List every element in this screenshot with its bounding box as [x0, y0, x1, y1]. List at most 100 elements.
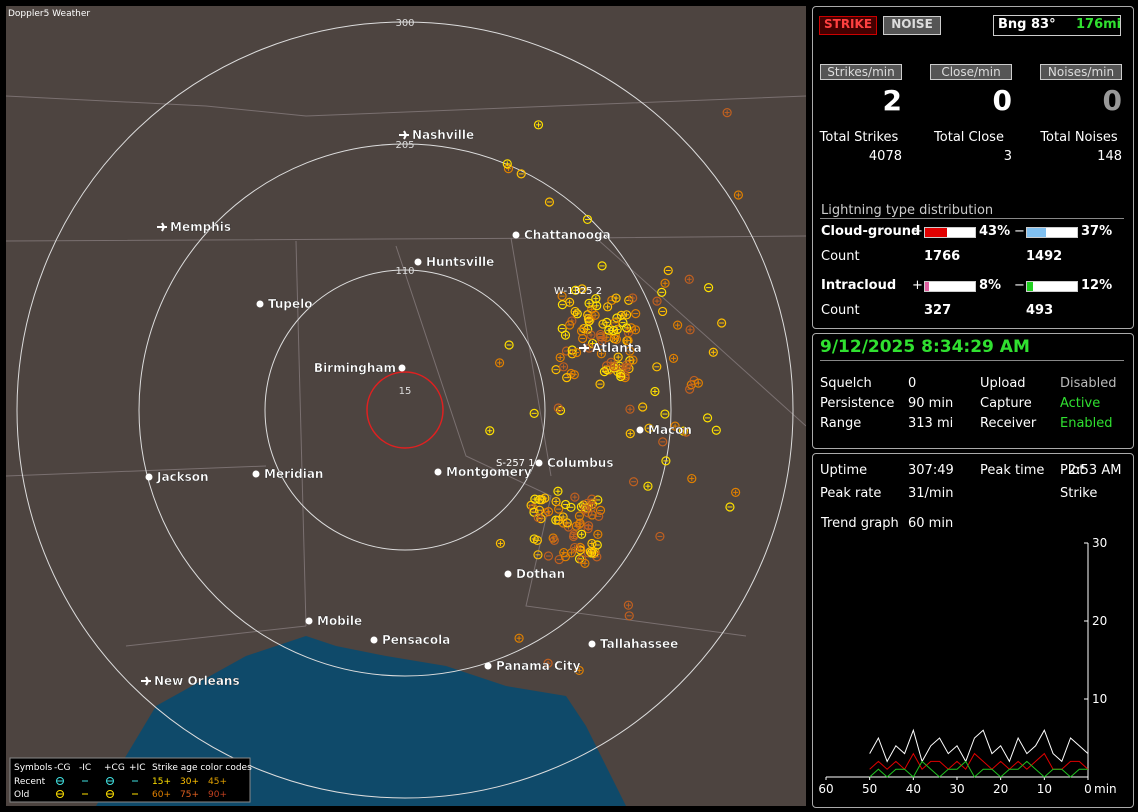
- percent-track: [924, 227, 976, 238]
- strike-symbol: [570, 285, 581, 295]
- strike-symbol: [533, 512, 543, 523]
- ring-label: 205: [395, 140, 414, 151]
- percent-track: [924, 281, 976, 292]
- total-value: 4078: [868, 149, 902, 164]
- count: 327: [924, 303, 952, 318]
- x-tick-label: 30: [949, 782, 964, 796]
- strike-symbol: [577, 284, 587, 294]
- strike-symbol: [638, 402, 648, 412]
- strike-symbol: [703, 283, 714, 293]
- state-lines: [6, 95, 806, 647]
- strike-symbol: [623, 600, 634, 610]
- strike-symbol: [644, 423, 654, 433]
- stat-label: Peak rate: [820, 486, 882, 501]
- strike-symbol: [570, 492, 580, 502]
- airport-icon: [579, 343, 589, 353]
- strike-symbol: [602, 317, 612, 327]
- legend-symbol-type: -CG: [54, 763, 71, 773]
- city-label: Memphis: [170, 220, 231, 234]
- strike-symbol: [593, 529, 603, 539]
- strike-symbol: [529, 408, 539, 418]
- trend-line: [869, 728, 1089, 763]
- strike-symbol: [553, 486, 563, 496]
- percent-track: [1026, 227, 1078, 238]
- strike-symbol: [516, 169, 526, 179]
- strike-symbol: [608, 325, 619, 336]
- stat-value: 2:53 AM: [1068, 463, 1122, 478]
- legend-symbol: [106, 777, 114, 785]
- strike-symbol: [544, 197, 555, 207]
- strike-symbol: [685, 384, 695, 394]
- trend-line: [869, 760, 1088, 778]
- mode-button[interactable]: STRIKE: [819, 16, 877, 35]
- x-tick-label: 50: [862, 782, 877, 796]
- city-label: Macon: [648, 423, 692, 437]
- strike-symbol: [595, 379, 605, 389]
- percent-bar: [925, 282, 929, 291]
- strike-symbol: [530, 494, 540, 504]
- city-label: Atlanta: [592, 341, 642, 355]
- strike-symbol: [596, 349, 606, 359]
- strike-symbol: [663, 265, 673, 276]
- percent-label: 43%: [979, 224, 1011, 239]
- legend-age: 90+: [208, 790, 227, 800]
- strike-symbol: [685, 325, 695, 335]
- strike-symbol: [543, 507, 554, 517]
- strike-symbol: [630, 325, 641, 335]
- mode-button[interactable]: NOISE: [883, 16, 941, 35]
- setting-value: 313 mi: [908, 416, 954, 431]
- legend-age: 30+: [180, 777, 199, 787]
- range-ring: [138, 143, 672, 677]
- city-label: Birmingham: [314, 361, 396, 375]
- strike-symbol: [567, 345, 577, 355]
- city-dot: [636, 426, 644, 434]
- rate-label: Close/min: [930, 64, 1012, 80]
- legend-symbol: [56, 790, 64, 798]
- strike-symbol: [722, 107, 732, 118]
- strike-symbol: [562, 518, 572, 528]
- strike-symbol: [537, 495, 547, 505]
- divider: [820, 218, 1124, 219]
- strike-symbol: [684, 274, 694, 284]
- strike-symbol: [652, 362, 662, 372]
- strike-symbol: [560, 552, 571, 562]
- strike-symbol: [668, 353, 679, 363]
- strike-symbol: [717, 318, 727, 328]
- setting-label: Persistence: [820, 396, 895, 411]
- strike-symbol: [631, 309, 641, 319]
- strike-symbol: [561, 346, 572, 356]
- strike-symbol: [612, 313, 622, 323]
- city-label: Panama City: [496, 659, 581, 673]
- strike-symbol: [661, 456, 671, 466]
- setting-value: Enabled: [1060, 416, 1113, 431]
- setting-value: Active: [1060, 396, 1101, 411]
- strike-symbol: [702, 413, 713, 423]
- stat-value: 307:49: [908, 463, 954, 478]
- ring-label: 300: [395, 18, 414, 29]
- x-tick-label: 60: [818, 782, 833, 796]
- strike-symbol: [532, 535, 542, 545]
- total-label: Total Noises: [1040, 130, 1118, 145]
- strike-symbol: [652, 296, 662, 306]
- setting-value: 0: [908, 376, 917, 391]
- percent-label: 12%: [1081, 278, 1113, 293]
- strike-symbol: [621, 323, 632, 333]
- city-label: Mobile: [317, 614, 362, 628]
- strike-symbol: [580, 504, 590, 514]
- legend-symbol: [106, 790, 114, 798]
- strike-symbol: [555, 405, 566, 416]
- city-label: Chattanooga: [524, 228, 611, 242]
- bearing-box: [993, 15, 1121, 36]
- strike-symbol: [502, 159, 512, 169]
- range-ring: [264, 269, 546, 551]
- sign: −: [1014, 278, 1025, 293]
- city-label: Tallahassee: [600, 637, 678, 651]
- city-dot: [256, 300, 264, 308]
- setting-label: Receiver: [980, 416, 1037, 431]
- strike-symbol: [587, 338, 598, 349]
- strike-symbol: [595, 329, 606, 340]
- city-dot: [398, 364, 406, 372]
- strike-symbol: [660, 409, 670, 419]
- strike-symbol: [580, 558, 590, 568]
- strike-symbol: [586, 548, 597, 558]
